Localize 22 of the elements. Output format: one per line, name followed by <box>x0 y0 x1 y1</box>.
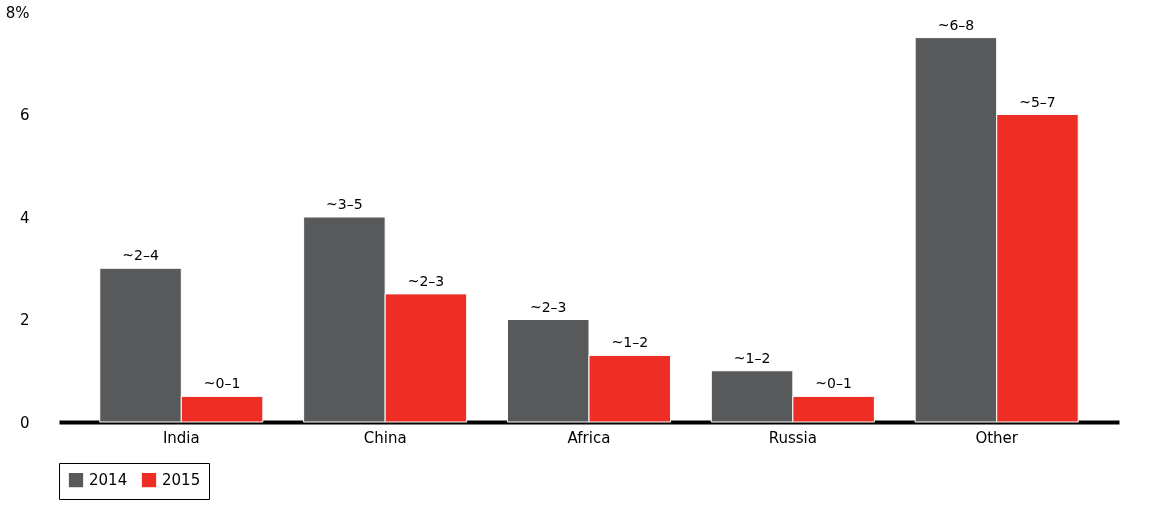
y-tick-label: 2 <box>19 311 30 329</box>
data-label: ~1–2 <box>733 349 771 366</box>
data-label: ~6–8 <box>937 16 975 33</box>
data-label: ~5–7 <box>1019 93 1056 110</box>
x-tick-label: India <box>162 428 200 447</box>
legend-label: 2015 <box>162 471 201 490</box>
data-label: ~0–1 <box>203 375 241 392</box>
data-label: ~2–3 <box>529 298 567 315</box>
x-tick-label: Other <box>975 428 1019 447</box>
x-tick-label: Russia <box>768 428 817 447</box>
x-tick-label: China <box>363 428 407 447</box>
legend-label: 2014 <box>89 471 128 490</box>
y-tick-label: 6 <box>19 106 30 124</box>
y-tick-label: 0 <box>19 413 30 432</box>
y-tick-label: 4 <box>19 208 30 227</box>
data-label: ~2–3 <box>407 272 445 289</box>
y-tick-label: 8% <box>5 3 30 22</box>
x-tick-label: Africa <box>567 428 611 447</box>
data-label: ~1–2 <box>611 334 649 351</box>
data-label: ~3–5 <box>326 196 363 212</box>
data-label: ~0–1 <box>815 375 852 392</box>
data-label: ~2–4 <box>122 247 159 264</box>
